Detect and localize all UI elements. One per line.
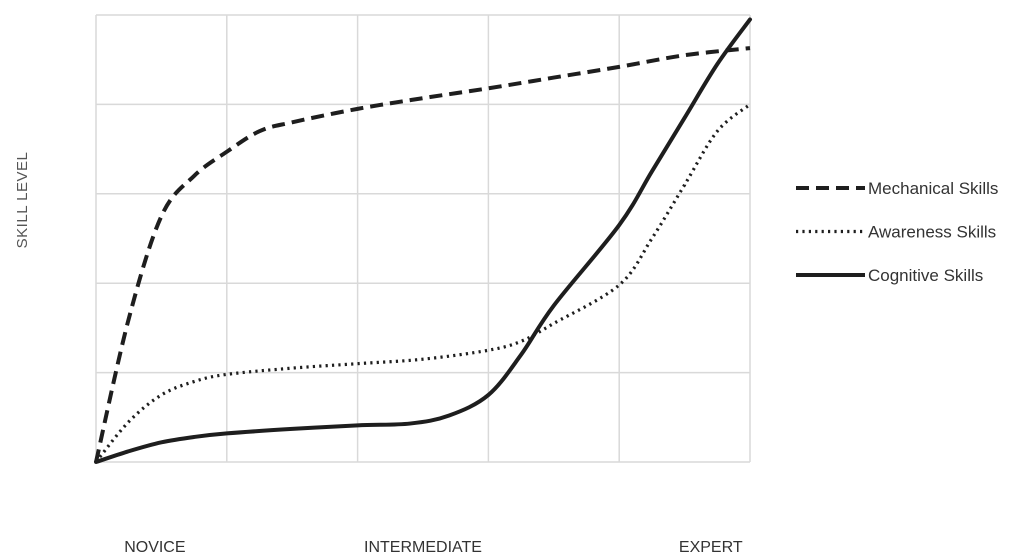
x-tick-label: EXPERT [679, 539, 743, 554]
series-line-awareness-skills [94, 103, 752, 464]
legend-label: Awareness Skills [868, 223, 996, 242]
legend: Mechanical Skills Awareness Skills Cogniti… [796, 179, 998, 285]
x-tick-label: NOVICE [124, 539, 185, 554]
y-axis-label: SKILL LEVEL [14, 152, 31, 249]
grid [95, 14, 751, 463]
x-tick-labels: NOVICE INTERMEDIATE EXPERT [124, 539, 743, 554]
legend-label: Cognitive Skills [868, 266, 983, 285]
series-line-mechanical-skills [94, 46, 751, 463]
x-tick-label: INTERMEDIATE [364, 539, 482, 554]
series-lines [94, 17, 752, 464]
series-line-cognitive-skills [94, 17, 752, 464]
legend-label: Mechanical Skills [868, 179, 998, 198]
